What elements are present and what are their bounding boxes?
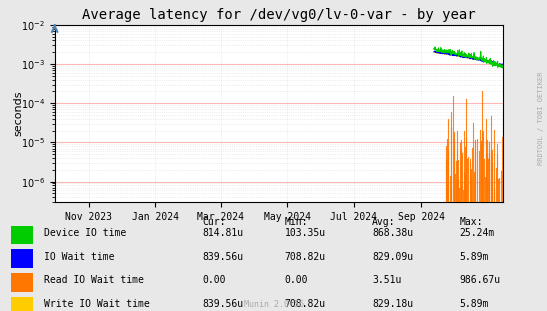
Text: 814.81u: 814.81u xyxy=(202,228,243,238)
Text: Munin 2.0.56: Munin 2.0.56 xyxy=(243,300,304,309)
Title: Average latency for /dev/vg0/lv-0-var - by year: Average latency for /dev/vg0/lv-0-var - … xyxy=(82,8,476,22)
Text: Cur:: Cur: xyxy=(202,216,226,227)
Text: 829.09u: 829.09u xyxy=(372,252,413,262)
Text: Write IO Wait time: Write IO Wait time xyxy=(44,299,149,309)
Bar xyxy=(11,249,33,268)
Text: 25.24m: 25.24m xyxy=(459,228,494,238)
Text: 5.89m: 5.89m xyxy=(459,299,489,309)
Bar xyxy=(11,226,33,244)
Text: 0.00: 0.00 xyxy=(202,275,226,285)
Bar xyxy=(11,273,33,291)
Text: Max:: Max: xyxy=(459,216,483,227)
Text: 3.51u: 3.51u xyxy=(372,275,401,285)
Text: 839.56u: 839.56u xyxy=(202,252,243,262)
Text: 839.56u: 839.56u xyxy=(202,299,243,309)
Y-axis label: seconds: seconds xyxy=(13,91,24,136)
Text: 708.82u: 708.82u xyxy=(284,252,325,262)
Text: 986.67u: 986.67u xyxy=(459,275,501,285)
Text: 829.18u: 829.18u xyxy=(372,299,413,309)
Text: 868.38u: 868.38u xyxy=(372,228,413,238)
Text: IO Wait time: IO Wait time xyxy=(44,252,114,262)
Text: Min:: Min: xyxy=(284,216,308,227)
Bar xyxy=(11,297,33,311)
Text: 708.82u: 708.82u xyxy=(284,299,325,309)
Text: 5.89m: 5.89m xyxy=(459,252,489,262)
Text: Avg:: Avg: xyxy=(372,216,395,227)
Text: Read IO Wait time: Read IO Wait time xyxy=(44,275,144,285)
Text: Device IO time: Device IO time xyxy=(44,228,126,238)
Text: 0.00: 0.00 xyxy=(284,275,308,285)
Text: RRDTOOL / TOBI OETIKER: RRDTOOL / TOBI OETIKER xyxy=(538,72,544,165)
Text: 103.35u: 103.35u xyxy=(284,228,325,238)
